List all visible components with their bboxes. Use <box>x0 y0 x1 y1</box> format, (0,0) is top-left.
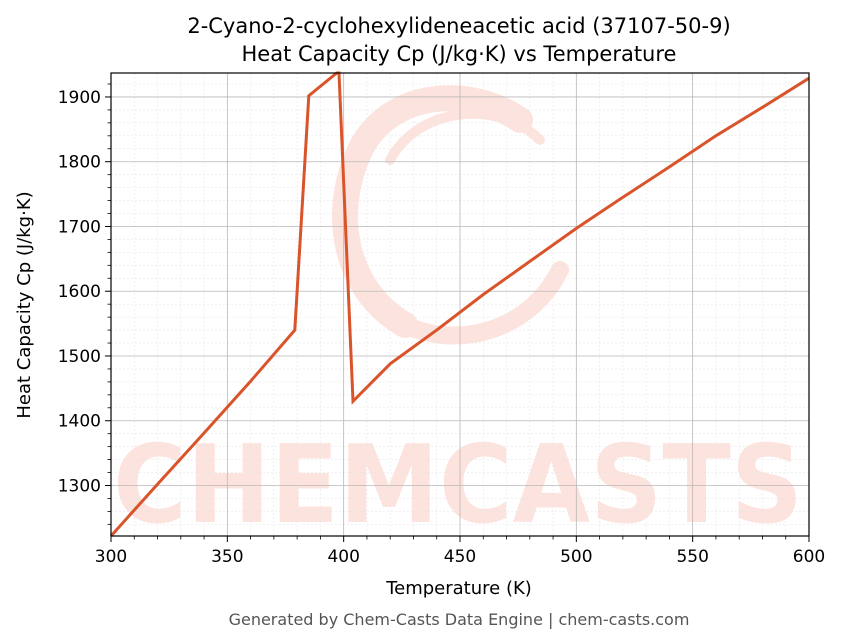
y-tick-label: 1400 <box>58 412 101 432</box>
y-tick-label: 1900 <box>58 88 101 108</box>
chart-title-line1: 2-Cyano-2-cyclohexylideneacetic acid (37… <box>187 14 730 38</box>
watermark-logo-swirl <box>332 85 569 345</box>
footer-credit: Generated by Chem-Casts Data Engine | ch… <box>229 610 690 629</box>
watermark: CHEMCASTS <box>113 85 803 548</box>
series-group <box>109 71 810 538</box>
y-axis-label: Heat Capacity Cp (J/kg·K) <box>14 191 35 418</box>
x-tick-label: 500 <box>560 547 592 567</box>
chart-title-line2: Heat Capacity Cp (J/kg·K) vs Temperature <box>242 42 677 66</box>
y-tick-label: 1700 <box>58 217 101 237</box>
x-tick-label: 350 <box>211 547 243 567</box>
y-tick-label: 1500 <box>58 347 101 367</box>
x-tick-label: 450 <box>444 547 476 567</box>
x-tick-label: 550 <box>676 547 708 567</box>
y-axis-ticks: 1300 1400 1500 1600 1700 1800 1900 <box>58 83 111 525</box>
x-tick-label: 400 <box>327 547 359 567</box>
heat-capacity-line <box>109 71 810 538</box>
x-tick-label: 600 <box>793 547 825 567</box>
y-tick-label: 1800 <box>58 153 101 173</box>
y-tick-label: 1600 <box>58 282 101 302</box>
y-tick-label: 1300 <box>58 476 101 496</box>
x-axis-ticks: 300 350 400 450 500 550 600 <box>95 536 825 567</box>
x-axis-label: Temperature (K) <box>385 578 532 599</box>
x-tick-label: 300 <box>95 547 127 567</box>
major-grid <box>110 73 810 536</box>
